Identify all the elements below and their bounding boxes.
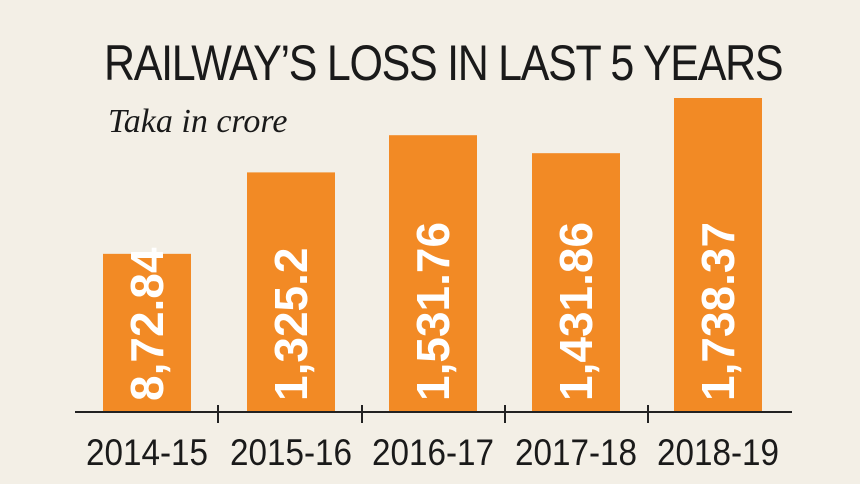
x-tick-label-2017-18: 2017-18 — [515, 432, 637, 473]
bar-2015-16 — [247, 172, 335, 411]
bar-2017-18 — [532, 153, 620, 411]
data-label-2018-19: 1,738.37 — [692, 222, 744, 401]
bar-2014-15 — [103, 253, 191, 411]
data-label-2016-17: 1,531.76 — [407, 222, 459, 401]
bar-2018-19 — [674, 98, 762, 411]
x-tick-label-2016-17: 2016-17 — [372, 432, 494, 473]
x-tick-label-2018-19: 2018-19 — [657, 432, 779, 473]
data-label-2017-18: 1,431.86 — [550, 222, 602, 401]
data-label-2015-16: 1,325.2 — [265, 248, 317, 401]
x-tick-label-2014-15: 2014-15 — [86, 432, 208, 473]
bar-2016-17 — [389, 135, 477, 411]
chart-title: RAILWAY’S LOSS IN LAST 5 YEARS — [104, 35, 784, 91]
chart-subtitle: Taka in crore — [108, 103, 288, 140]
x-tick-label-2015-16: 2015-16 — [230, 432, 352, 473]
data-label-2014-15: 8,72.84 — [121, 247, 173, 401]
